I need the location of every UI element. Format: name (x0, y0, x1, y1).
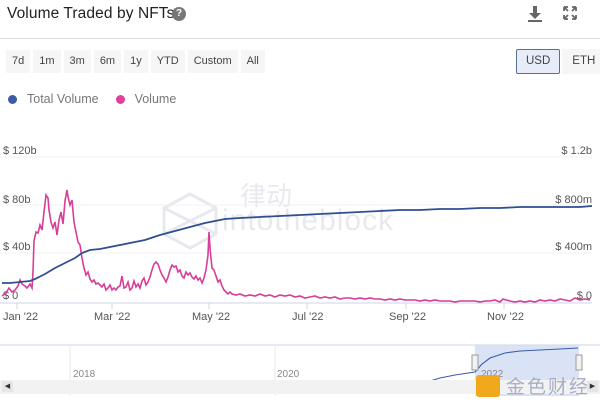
legend-volume[interactable]: Volume (115, 92, 177, 106)
download-icon[interactable] (526, 5, 544, 23)
brand-text: 金色财经 (506, 377, 591, 398)
legend-label: Volume (134, 92, 177, 106)
header-divider (0, 38, 600, 39)
range-7d-button[interactable]: 7d (6, 50, 31, 73)
navigator-label: 2018 (73, 369, 96, 380)
chart-title: Volume Traded by NFTs (7, 5, 175, 22)
range-all-button[interactable]: All (240, 50, 265, 73)
usd-button[interactable]: USD (516, 49, 561, 74)
range-selector: 7d 1m 3m 6m 1y YTD Custom All (6, 50, 265, 73)
range-6m-button[interactable]: 6m (93, 50, 122, 73)
navigator-label: 2020 (277, 369, 300, 380)
x-tick-label: May '22 (192, 311, 231, 323)
brand-watermark-badge: 金色财经 (476, 372, 590, 399)
scroll-left-arrow-icon[interactable]: ◀ (2, 381, 13, 392)
chart-header: Volume Traded by NFTs ? (0, 0, 600, 36)
legend-label: Total Volume (27, 92, 99, 106)
x-tick-label: Nov '22 (487, 311, 524, 323)
help-icon[interactable]: ? (172, 7, 186, 21)
volume-line (1, 189, 591, 303)
x-tick-label: Mar '22 (94, 311, 131, 323)
y-left-tick: $ 80b (3, 194, 31, 206)
y-right-tick: $ 1.2b (561, 145, 592, 157)
navigator-scrollbar[interactable] (0, 380, 600, 394)
y-right-tick: $ 400m (555, 241, 592, 253)
brand-logo-icon (476, 374, 500, 397)
range-1y-button[interactable]: 1y (124, 50, 148, 73)
expand-icon[interactable] (562, 5, 578, 21)
y-left-tick: $ 120b (3, 145, 37, 157)
x-tick-label: Sep '22 (389, 311, 426, 323)
range-1m-button[interactable]: 1m (33, 50, 61, 73)
eth-button[interactable]: ETH (562, 49, 600, 74)
chart-legend: Total Volume Volume (8, 92, 193, 106)
range-3m-button[interactable]: 3m (63, 50, 91, 73)
y-left-tick: $ 40b (3, 241, 31, 253)
chart-plot-area[interactable] (0, 140, 600, 330)
range-custom-button[interactable]: Custom (187, 50, 238, 73)
y-right-tick: $ 800m (555, 194, 592, 206)
total-volume-dot-icon (8, 94, 17, 104)
x-tick-label: Jan '22 (3, 311, 39, 323)
gridlines (0, 156, 592, 254)
x-tick-label: Jul '22 (292, 311, 324, 323)
navigator-left-handle (471, 354, 479, 371)
x-ticks (16, 303, 505, 309)
volume-dot-icon (115, 94, 125, 104)
currency-toggle: USD ETH (516, 49, 600, 74)
scroll-right-arrow-icon[interactable]: ▶ (587, 381, 598, 392)
total-volume-line (2, 205, 593, 284)
range-ytd-button[interactable]: YTD (150, 50, 185, 73)
legend-total-volume[interactable]: Total Volume (8, 92, 99, 106)
navigator-right-handle (575, 354, 583, 371)
